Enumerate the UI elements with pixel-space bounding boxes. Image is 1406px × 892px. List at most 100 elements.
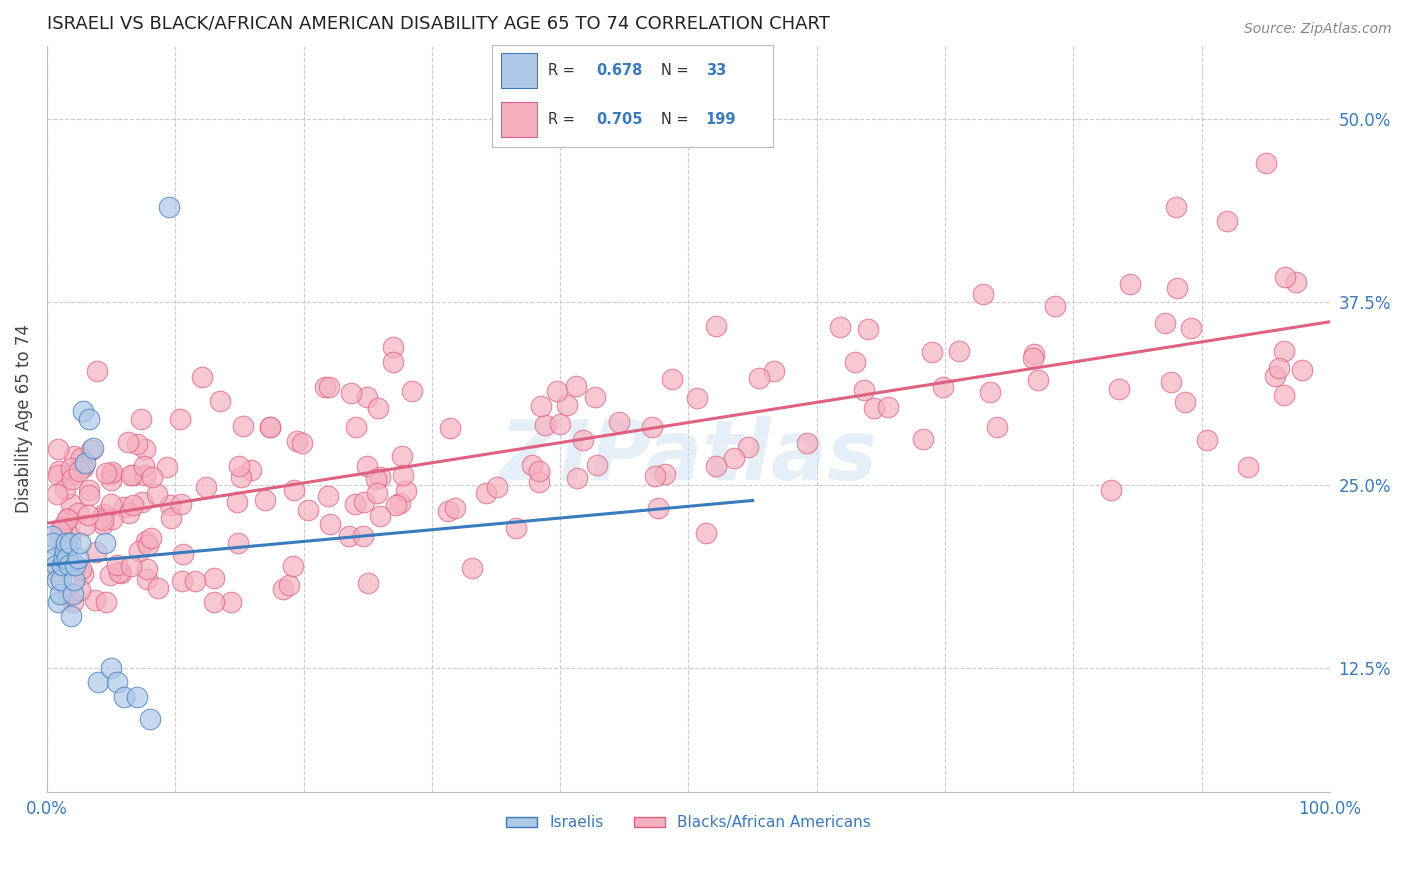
Point [921,344,943,359]
Text: N =: N = [661,112,689,127]
Point [56,511,79,525]
Point [105,558,128,573]
Point [565,471,588,485]
Point [52,550,75,565]
Point [723,451,745,466]
Point [138,712,160,726]
Point [49,573,72,587]
Point [381,355,404,369]
Point [911,433,934,447]
Bar [501,102,537,137]
Point [291,435,314,450]
Point [607,415,630,429]
Point [844,355,866,369]
Point [58,558,80,573]
Point [283,483,305,498]
Text: 199: 199 [706,112,737,127]
Point [548,417,571,432]
Point [135,562,157,576]
Point [83,592,105,607]
Point [297,503,319,517]
Point [271,582,294,596]
Point [555,398,578,412]
Point [49,524,72,538]
Point [654,467,676,482]
Point [534,417,557,432]
Point [112,690,135,704]
Point [461,560,484,574]
Point [231,470,253,484]
Point [100,474,122,488]
Bar [501,53,537,87]
Point [877,400,900,414]
Point [141,470,163,484]
Point [318,379,340,393]
Text: N =: N = [661,62,689,78]
Point [546,384,568,398]
Point [640,420,662,434]
Point [94,467,117,481]
Point [285,434,308,449]
Point [84,545,107,559]
Point [100,467,122,482]
Point [72,459,94,474]
Point [72,404,94,418]
Point [132,459,155,474]
Point [101,465,124,479]
Point [46,467,69,482]
Point [401,384,423,398]
Point [120,468,142,483]
Point [53,543,76,558]
Point [202,571,225,585]
Point [382,340,405,354]
Point [90,510,112,524]
Point [184,574,207,589]
Point [51,520,73,534]
Point [281,558,304,573]
Point [366,486,388,500]
Point [367,401,389,416]
Point [69,582,91,597]
Point [1166,281,1188,295]
Point [1272,343,1295,358]
Point [485,480,508,494]
Point [118,507,141,521]
Point [56,550,79,565]
Point [353,495,375,509]
Point [474,486,496,500]
Point [110,566,132,580]
Point [58,588,80,602]
Point [318,516,340,531]
Point [93,536,115,550]
Point [48,464,70,478]
Text: 33: 33 [706,62,725,78]
Point [796,436,818,450]
Point [131,495,153,509]
Point [45,558,67,573]
Point [644,469,666,483]
Point [1274,270,1296,285]
Point [1216,214,1239,228]
Point [159,499,181,513]
Point [1022,351,1045,365]
Point [91,517,114,532]
Point [356,390,378,404]
Point [125,690,148,704]
Point [344,420,367,434]
Point [661,372,683,386]
Point [221,595,243,609]
Point [98,568,121,582]
Point [828,320,851,334]
Point [94,595,117,609]
Point [1272,388,1295,402]
Point [1264,369,1286,384]
Point [80,443,103,458]
Point [858,322,880,336]
Point [46,573,69,587]
Point [1174,394,1197,409]
Point [51,558,73,573]
Point [226,495,249,509]
Point [125,437,148,451]
Point [1026,372,1049,386]
Point [762,364,785,378]
